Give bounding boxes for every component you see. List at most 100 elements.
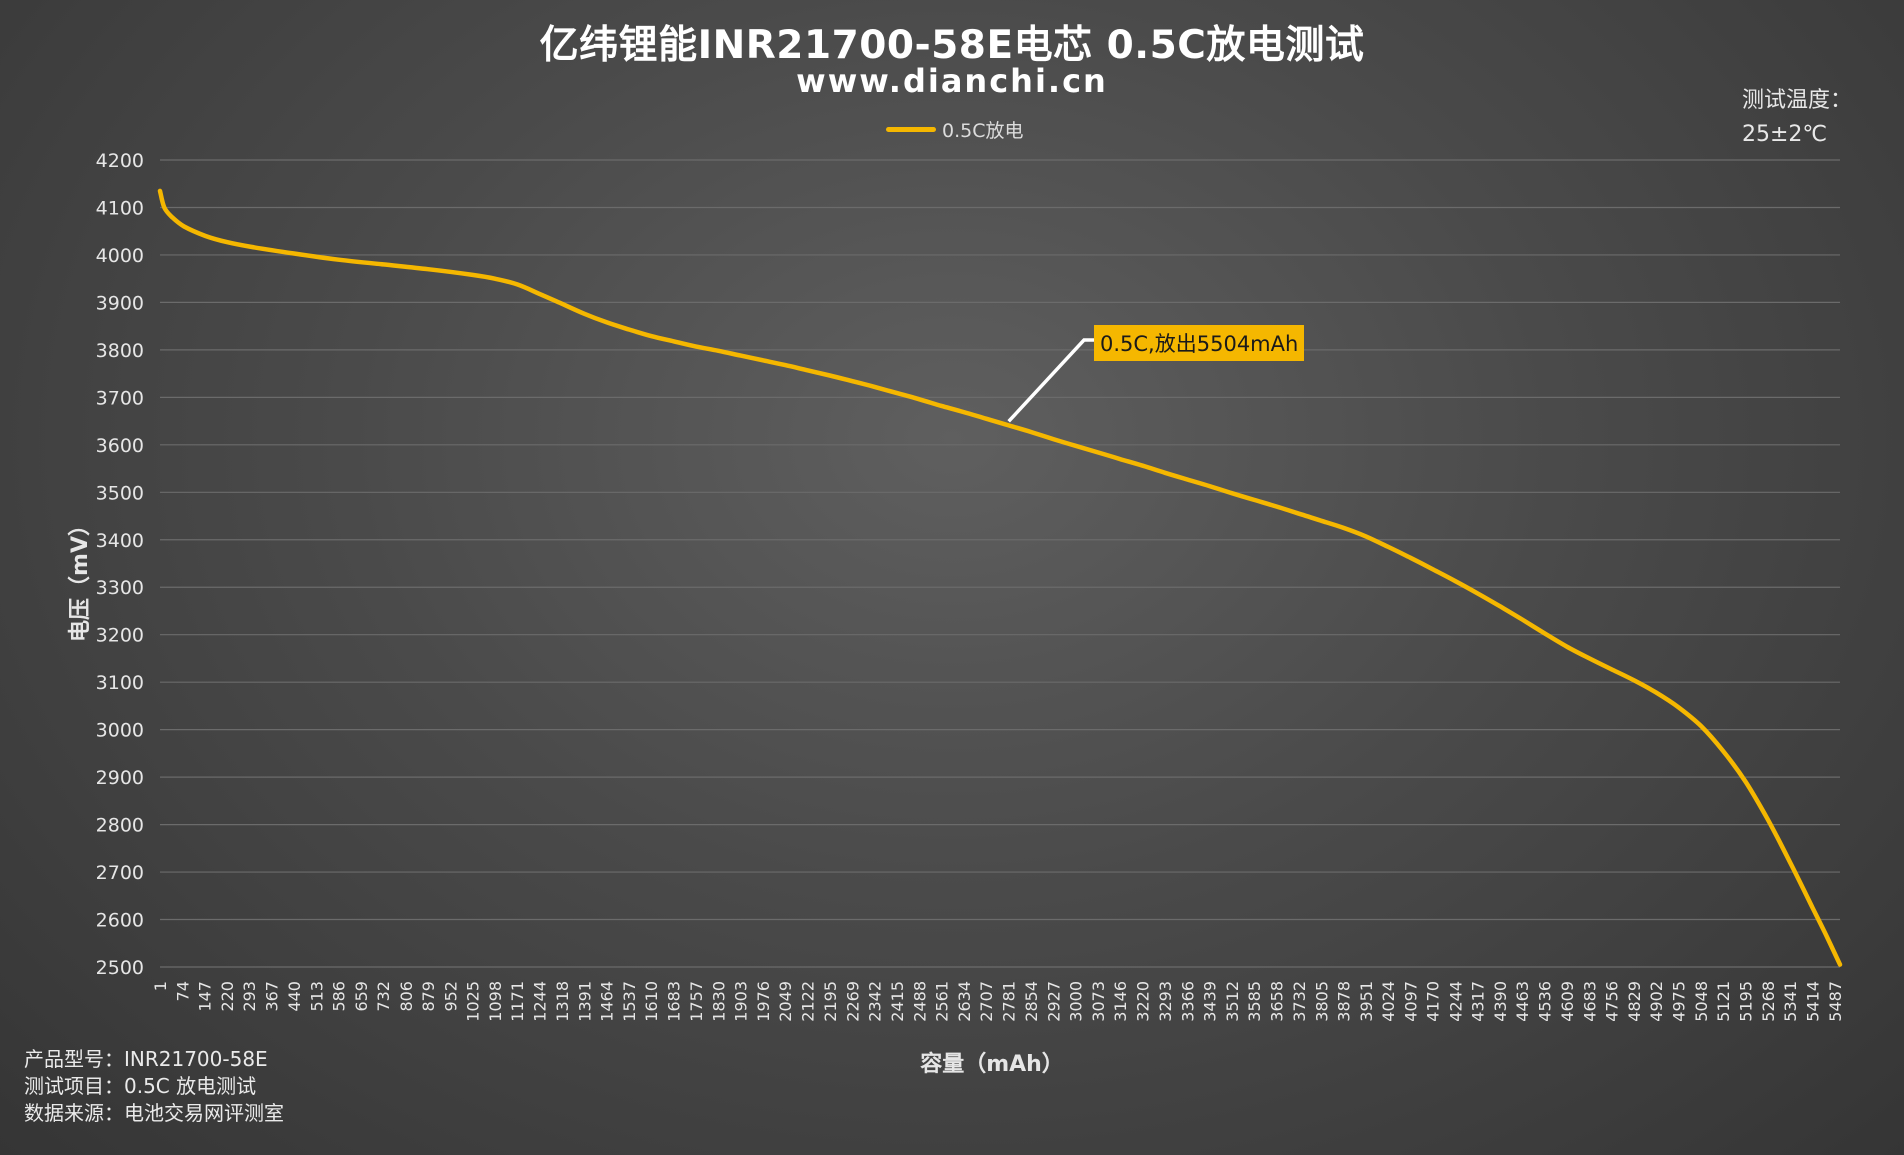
x-tick-label: 2269: [843, 981, 862, 1022]
info-model-value: INR21700-58E: [124, 1047, 268, 1071]
x-tick-label: 2415: [888, 981, 907, 1022]
x-tick-label: 659: [352, 981, 371, 1012]
x-tick-label: 2707: [977, 981, 996, 1022]
temperature-label: 测试温度：: [1742, 88, 1853, 113]
x-tick-label: 74: [173, 981, 192, 1001]
x-tick-label: 3732: [1290, 981, 1309, 1022]
info-item: 测试项目：0.5C 放电测试: [24, 1073, 284, 1100]
x-tick-label: 952: [441, 981, 460, 1012]
x-tick-label: 5341: [1781, 981, 1800, 1022]
x-tick-label: 5487: [1826, 981, 1845, 1022]
x-tick-label: 2195: [821, 981, 840, 1022]
x-tick-label: 4756: [1603, 981, 1622, 1022]
x-tick-label: 220: [218, 981, 237, 1012]
x-tick-label: 1683: [664, 981, 683, 1022]
info-source-label: 数据来源：: [24, 1101, 124, 1125]
x-tick-label: 2634: [955, 981, 974, 1022]
legend-swatch: [886, 127, 936, 132]
info-model: 产品型号：INR21700-58E: [24, 1046, 284, 1073]
x-tick-label: 1: [151, 981, 170, 991]
x-tick-label: 2488: [910, 981, 929, 1022]
y-tick-label: 3800: [96, 340, 144, 362]
temperature-note: 测试温度： 25±2℃: [1742, 84, 1852, 152]
x-tick-label: 732: [374, 981, 393, 1012]
x-tick-label: 1464: [598, 981, 617, 1022]
info-source: 数据来源：电池交易网评测室: [24, 1100, 284, 1127]
chart-subtitle: www.dianchi.cn: [796, 62, 1108, 100]
x-tick-label: 5121: [1714, 981, 1733, 1022]
x-tick-label: 1537: [620, 981, 639, 1022]
x-tick-label: 4244: [1446, 981, 1465, 1022]
x-tick-label: 3658: [1267, 981, 1286, 1022]
x-tick-label: 440: [285, 981, 304, 1012]
y-tick-label: 4000: [96, 245, 144, 267]
info-item-value: 0.5C 放电测试: [124, 1074, 257, 1098]
x-axis-label: 容量（mAh）: [920, 1052, 1064, 1077]
y-tick-label: 2700: [96, 862, 144, 884]
y-axis-label: 电压（mV）: [68, 514, 93, 642]
x-tick-label: 3000: [1067, 981, 1086, 1022]
y-tick-label: 3600: [96, 435, 144, 457]
chart-title: 亿纬锂能INR21700-58E电芯 0.5C放电测试: [539, 23, 1365, 68]
y-tick-label: 2600: [96, 910, 144, 932]
x-tick-label: 5048: [1692, 981, 1711, 1022]
x-tick-label: 4829: [1625, 981, 1644, 1022]
x-tick-label: 3293: [1156, 981, 1175, 1022]
x-tick-label: 2049: [776, 981, 795, 1022]
x-tick-label: 4024: [1379, 981, 1398, 1022]
x-tick-label: 4097: [1401, 981, 1420, 1022]
x-tick-label: 1318: [553, 981, 572, 1022]
series-line-0.5C: [157, 188, 1843, 967]
x-tick-label: 3878: [1335, 981, 1354, 1022]
y-tick-label: 2800: [96, 815, 144, 837]
x-tick-label: 3366: [1178, 981, 1197, 1022]
y-tick-label: 4100: [96, 197, 144, 219]
x-tick-label: 3585: [1245, 981, 1264, 1022]
x-tick-label: 4609: [1558, 981, 1577, 1022]
x-tick-label: 5268: [1759, 981, 1778, 1022]
info-source-value: 电池交易网评测室: [124, 1101, 284, 1125]
x-tick-label: 2927: [1044, 981, 1063, 1022]
x-tick-label: 4390: [1491, 981, 1510, 1022]
x-tick-label: 2342: [866, 981, 885, 1022]
legend: 0.5C放电: [886, 116, 1023, 143]
x-tick-label: 2854: [1022, 981, 1041, 1022]
y-tick-label: 3900: [96, 292, 144, 314]
x-tick-label: 3220: [1134, 981, 1153, 1022]
y-tick-label: 3200: [96, 625, 144, 647]
x-tick-label: 3073: [1089, 981, 1108, 1022]
x-tick-label: 4536: [1535, 981, 1554, 1022]
data-annotation: 0.5C,放出5504mAh: [1094, 325, 1305, 361]
annotation-leader-line: [1007, 338, 1096, 423]
x-tick-label: 879: [419, 981, 438, 1012]
x-tick-label: 3951: [1357, 981, 1376, 1022]
y-tick-label: 3400: [96, 530, 144, 552]
x-tick-label: 1391: [575, 981, 594, 1022]
x-tick-label: 1171: [508, 981, 527, 1022]
x-tick-label: 293: [240, 981, 259, 1012]
x-tick-label: 4463: [1513, 981, 1532, 1022]
temperature-value: 25±2℃: [1742, 122, 1828, 147]
x-tick-label: 1610: [642, 981, 661, 1022]
y-tick-label: 3300: [96, 577, 144, 599]
legend-label: 0.5C放电: [942, 120, 1024, 142]
x-tick-label: 2561: [933, 981, 952, 1022]
x-tick-label: 1244: [530, 981, 549, 1022]
y-tick-label: 2500: [96, 957, 144, 979]
x-tick-label: 367: [263, 981, 282, 1012]
y-tick-label: 3100: [96, 672, 144, 694]
x-tick-label: 4975: [1670, 981, 1689, 1022]
x-tick-label: 3805: [1312, 981, 1331, 1022]
x-tick-label: 4902: [1647, 981, 1666, 1022]
x-tick-label: 586: [330, 981, 349, 1012]
x-tick-label: 1830: [709, 981, 728, 1022]
x-tick-label: 2781: [1000, 981, 1019, 1022]
y-tick-label: 3700: [96, 387, 144, 409]
x-tick-label: 5414: [1804, 981, 1823, 1022]
x-tick-label: 4170: [1424, 981, 1443, 1022]
x-tick-label: 1098: [486, 981, 505, 1022]
x-tick-label: 3146: [1111, 981, 1130, 1022]
x-tick-label: 806: [397, 981, 416, 1012]
